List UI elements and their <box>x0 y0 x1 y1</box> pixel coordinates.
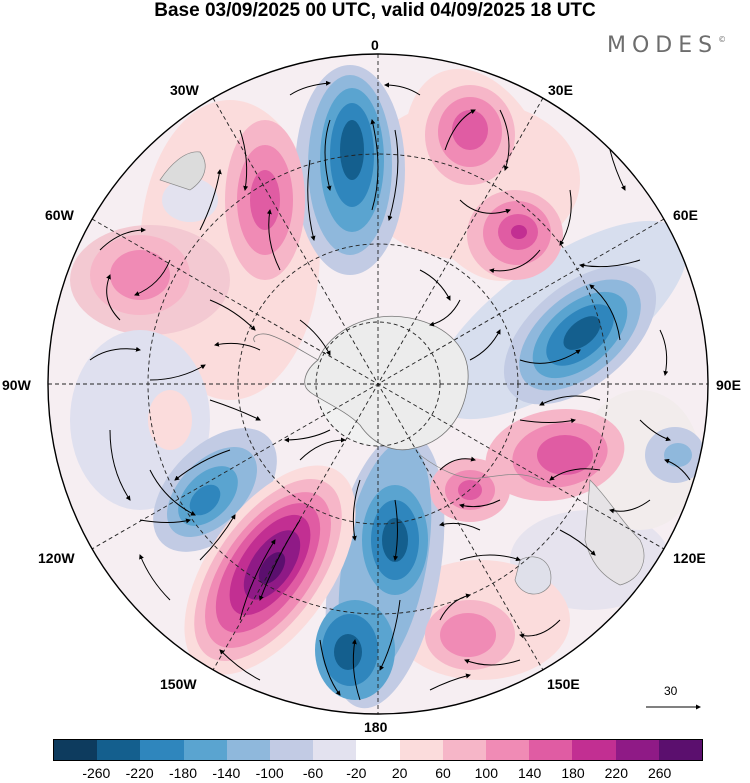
colorbar-tick-label: -140 <box>212 765 241 781</box>
colorbar-tick-label: -100 <box>255 765 284 781</box>
positive-anomaly-northeast <box>404 68 563 282</box>
colorbar-tick-label: 260 <box>647 765 672 781</box>
colorbar-segment <box>183 740 227 760</box>
map-border <box>47 53 709 715</box>
colorbar-tick-label: 60 <box>435 765 451 781</box>
colorbar-segment <box>615 740 659 760</box>
colorbar-segment <box>572 740 616 760</box>
colorbar-segment <box>658 740 703 760</box>
lon-label-60e: 60E <box>673 207 698 223</box>
colorbar-tick-label: 180 <box>561 765 585 781</box>
colorbar-segment <box>486 740 530 760</box>
map-title: Base 03/09/2025 00 UTC, valid 04/09/2025… <box>154 0 596 21</box>
negative-anomaly-north <box>295 65 405 275</box>
new-zealand-outline <box>514 556 552 595</box>
colorbar-tick-label: 20 <box>391 765 408 781</box>
australia-outline <box>584 479 645 586</box>
colorbar <box>53 739 703 761</box>
colorbar-ticks: -260 -220 -180 -140 -100 -60 -20 20 60 100 140 180 2… <box>0 765 750 783</box>
colorbar-segment <box>97 740 141 760</box>
positive-anomaly-west <box>90 235 190 315</box>
antarctica-outline <box>304 315 469 451</box>
positive-anomaly-southeast <box>430 409 625 522</box>
graticule <box>48 54 708 714</box>
colorbar-segment <box>313 740 357 760</box>
colorbar-tick-label: 220 <box>604 765 629 781</box>
positive-anomaly-southwest-major <box>184 465 356 675</box>
anomaly-field <box>48 54 708 714</box>
positive-anomaly-south-east <box>425 600 515 670</box>
lon-label-60w: 60W <box>45 207 74 223</box>
colorbar-segment <box>529 740 573 760</box>
south-america-outline <box>159 151 206 191</box>
colorbar-segment <box>140 740 184 760</box>
colorbar-segment <box>356 740 400 760</box>
colorbar-tick-label: -60 <box>302 765 324 781</box>
lon-label-30e: 30E <box>548 82 573 98</box>
colorbar-tick-label: 100 <box>474 765 499 781</box>
modes-logo: MODES© <box>607 33 727 58</box>
reference-vector-label: 30 <box>664 684 678 698</box>
wind-vectors <box>89 80 691 701</box>
colorbar-segment <box>226 740 271 760</box>
lon-label-150e: 150E <box>547 676 580 692</box>
lon-label-0: 0 <box>371 37 379 53</box>
antarctic-peninsula <box>253 333 319 361</box>
lon-label-120w: 120W <box>38 550 75 566</box>
lon-label-120e: 120E <box>673 550 706 566</box>
colorbar-segment <box>270 740 314 760</box>
colorbar-segment <box>399 740 443 760</box>
colorbar-tick-label: -220 <box>125 765 154 781</box>
colorbar-tick-label: -20 <box>346 765 367 781</box>
colorbar-segment <box>54 740 98 760</box>
colorbar-tick-label: 140 <box>517 765 542 781</box>
lon-label-180: 180 <box>364 719 388 735</box>
lon-label-150w: 150W <box>160 676 197 692</box>
lon-label-30w: 30W <box>170 82 199 98</box>
lon-label-90w: 90W <box>2 377 31 393</box>
colorbar-tick-label: -260 <box>82 765 111 781</box>
colorbar-tick-label: -180 <box>168 765 198 781</box>
lon-label-90e: 90E <box>716 377 741 393</box>
colorbar-segment <box>442 740 487 760</box>
positive-anomaly-north-west <box>225 120 305 280</box>
